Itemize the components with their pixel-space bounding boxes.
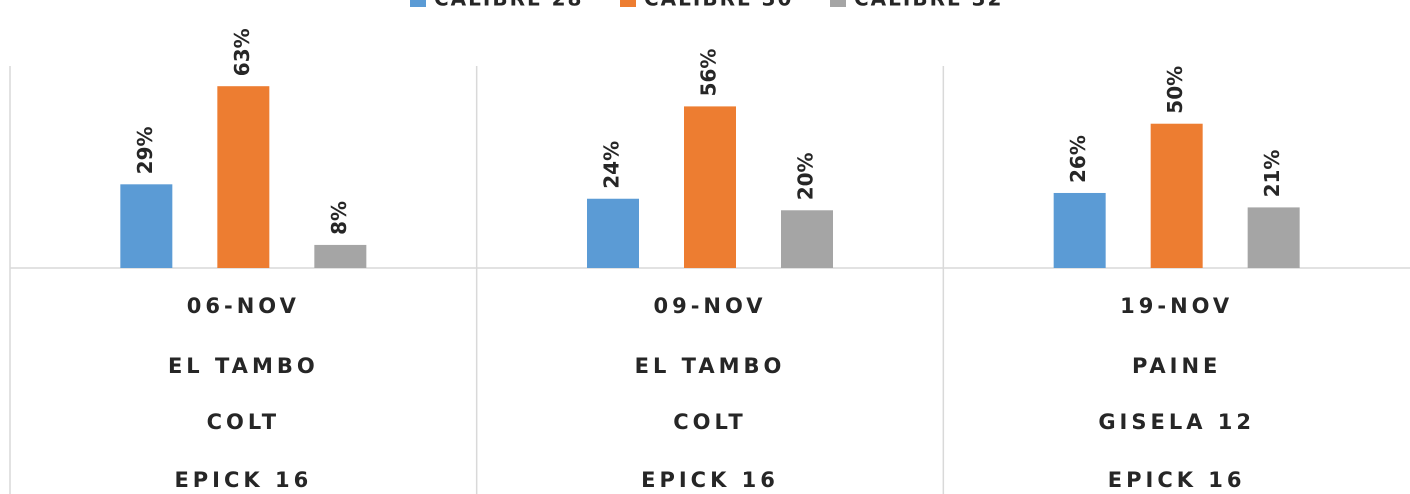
legend-swatch: [830, 0, 846, 7]
x-category-label: EL TAMBO: [168, 354, 319, 378]
data-label: 63%: [230, 28, 254, 76]
legend-label: CALIBRE 32: [854, 0, 1003, 11]
x-category-label: GISELA 12: [1098, 410, 1255, 434]
bar: [684, 106, 736, 269]
data-label: 56%: [697, 49, 721, 97]
x-category-label: COLT: [673, 410, 747, 434]
legend-swatch: [410, 0, 426, 7]
legend-label: CALIBRE 30: [644, 0, 793, 11]
data-label: 26%: [1066, 135, 1090, 183]
data-label: 21%: [1260, 150, 1284, 198]
x-category-label: 06-NOV: [187, 294, 300, 318]
bar: [120, 184, 173, 268]
bar: [587, 198, 639, 268]
x-category-label: 09-NOV: [653, 294, 766, 318]
bar: [781, 210, 833, 268]
bar: [1150, 123, 1203, 268]
data-label: 20%: [794, 152, 818, 200]
legend-swatch: [620, 0, 636, 7]
data-label: 8%: [327, 201, 351, 235]
x-category-label: EPICK 16: [174, 468, 312, 492]
bar: [1247, 207, 1300, 268]
bar: [314, 244, 367, 268]
data-label: 29%: [133, 126, 157, 174]
x-category-label: EPICK 16: [1108, 468, 1246, 492]
bar: [1053, 192, 1106, 268]
data-label: 50%: [1163, 66, 1187, 114]
x-category-label: EL TAMBO: [635, 354, 786, 378]
x-category-label: PAINE: [1132, 354, 1221, 378]
bar: [217, 86, 270, 268]
x-category-label: COLT: [207, 410, 281, 434]
legend-label: CALIBRE 28: [434, 0, 583, 11]
x-category-label: 19-NOV: [1120, 294, 1233, 318]
data-label: 24%: [600, 141, 624, 189]
x-category-label: EPICK 16: [641, 468, 779, 492]
